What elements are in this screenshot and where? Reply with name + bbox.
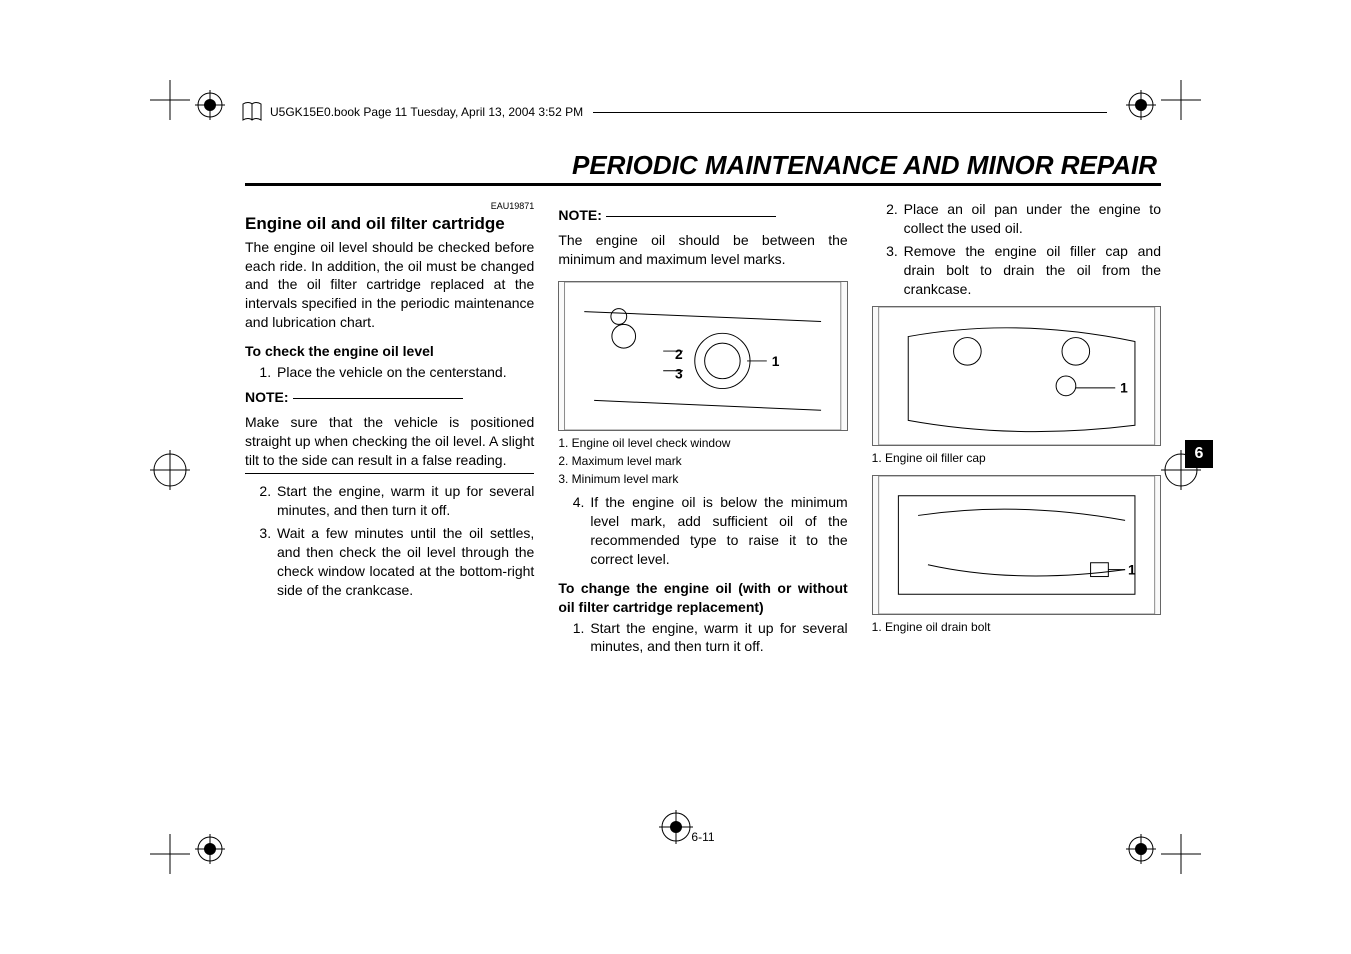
crop-mark-icon — [150, 834, 190, 874]
callout-label: 2 — [675, 346, 683, 362]
step-item: Wait a few minutes until the oil settles… — [275, 524, 534, 600]
step-item: Start the engine, warm it up for several… — [275, 482, 534, 520]
crop-mark-icon — [150, 80, 190, 120]
figure-caption: 3. Minimum level mark — [558, 471, 847, 487]
intro-text: The engine oil level should be checked b… — [245, 238, 534, 332]
steps-list-4: Start the engine, warm it up for several… — [558, 619, 847, 657]
crop-mark-icon — [150, 450, 190, 490]
header-rule — [593, 112, 1107, 113]
sub-heading-check: To check the engine oil level — [245, 342, 534, 361]
steps-list-1: Place the vehicle on the centerstand. — [245, 363, 534, 382]
page-number: 6-11 — [245, 830, 1161, 844]
column-2: NOTE: The engine oil should be between t… — [558, 200, 847, 660]
crop-mark-icon — [1161, 80, 1201, 120]
note-label: NOTE: — [245, 389, 289, 405]
sub-heading-change: To change the engine oil (with or withou… — [558, 579, 847, 617]
step-item: Start the engine, warm it up for several… — [588, 619, 847, 657]
figure-oil-level-window: 2 3 1 — [558, 281, 847, 431]
text-columns: EAU19871 Engine oil and oil filter cartr… — [245, 200, 1161, 660]
chapter-tab: 6 — [1185, 440, 1213, 468]
figure-caption: 1. Engine oil level check window — [558, 435, 847, 451]
doc-code: EAU19871 — [245, 200, 534, 212]
figure-oil-drain-bolt: 1 — [872, 475, 1161, 615]
crop-mark-icon — [1161, 834, 1201, 874]
chapter-title: PERIODIC MAINTENANCE AND MINOR REPAIR — [245, 150, 1161, 186]
callout-label: 1 — [1128, 562, 1136, 577]
steps-list-5: Place an oil pan under the engine to col… — [872, 200, 1161, 298]
callout-label: 1 — [1120, 381, 1128, 396]
step-item: If the engine oil is below the minimum l… — [588, 493, 847, 569]
note-rule — [293, 398, 463, 399]
note-body: Make sure that the vehicle is positioned… — [245, 413, 534, 475]
callout-label: 1 — [772, 353, 780, 369]
figure-oil-filler-cap: 1 — [872, 306, 1161, 446]
note-block: NOTE: — [245, 388, 534, 407]
note-block: NOTE: — [558, 206, 847, 225]
page-content: PERIODIC MAINTENANCE AND MINOR REPAIR 6 … — [245, 150, 1161, 814]
section-title: Engine oil and oil filter cartridge — [245, 214, 534, 234]
column-1: EAU19871 Engine oil and oil filter cartr… — [245, 200, 534, 660]
step-item: Place an oil pan under the engine to col… — [902, 200, 1161, 238]
figure-caption: 1. Engine oil filler cap — [872, 450, 1161, 466]
registration-circle-icon — [1126, 90, 1156, 120]
print-header: U5GK15E0.book Page 11 Tuesday, April 13,… — [240, 100, 1111, 124]
callout-label: 3 — [675, 365, 683, 381]
figure-caption: 1. Engine oil drain bolt — [872, 619, 1161, 635]
registration-circle-icon — [195, 834, 225, 864]
steps-list-2: Start the engine, warm it up for several… — [245, 482, 534, 599]
note-body: The engine oil should be between the min… — [558, 231, 847, 273]
print-header-text: U5GK15E0.book Page 11 Tuesday, April 13,… — [270, 105, 583, 119]
book-icon — [240, 100, 264, 124]
figure-caption: 2. Maximum level mark — [558, 453, 847, 469]
step-item: Remove the engine oil filler cap and dra… — [902, 242, 1161, 299]
column-3: Place an oil pan under the engine to col… — [872, 200, 1161, 660]
registration-circle-icon — [195, 90, 225, 120]
step-item: Place the vehicle on the centerstand. — [275, 363, 534, 382]
note-label: NOTE: — [558, 207, 602, 223]
steps-list-3: If the engine oil is below the minimum l… — [558, 493, 847, 569]
note-rule — [606, 216, 776, 217]
